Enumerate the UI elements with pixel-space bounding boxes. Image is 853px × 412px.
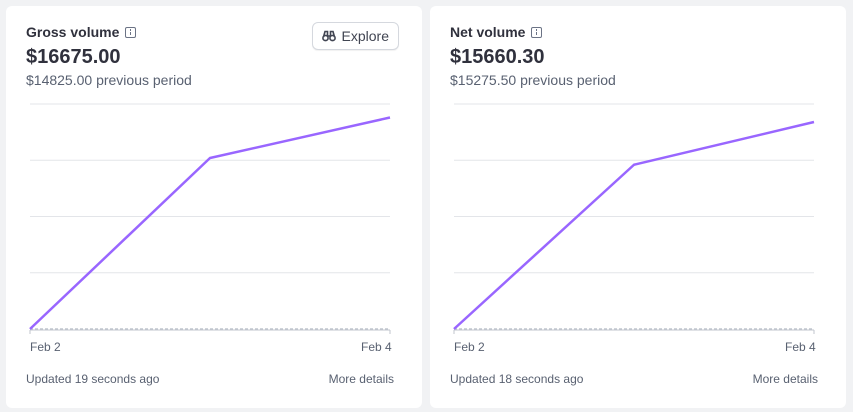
updated-timestamp: Updated 19 seconds ago xyxy=(26,372,160,386)
card-title: Gross volume xyxy=(26,24,120,40)
series-line-current xyxy=(29,116,391,330)
previous-period-value: $15275.50 previous period xyxy=(450,72,616,88)
more-details-link[interactable]: More details xyxy=(328,372,394,386)
gross-volume-value: $16675.00 xyxy=(26,46,121,68)
gross-volume-chart[interactable] xyxy=(6,6,422,346)
previous-period-value: $14825.00 previous period xyxy=(26,72,192,88)
info-icon[interactable] xyxy=(531,26,543,38)
gross-volume-card: Gross volume $16675.00 $14825.00 previou… xyxy=(6,6,422,408)
binoculars-icon xyxy=(321,30,336,42)
more-details-link[interactable]: More details xyxy=(752,372,818,386)
explore-button[interactable]: Explore xyxy=(311,22,399,50)
x-axis-start-label: Feb 2 xyxy=(454,340,485,354)
x-axis-start-label: Feb 2 xyxy=(30,340,61,354)
x-axis-end-label: Feb 4 xyxy=(785,340,816,354)
net-volume-chart[interactable] xyxy=(430,6,846,346)
net-volume-title-row: Net volume xyxy=(450,24,543,40)
series-line-current xyxy=(453,120,815,330)
net-volume-value: $15660.30 xyxy=(450,46,545,68)
info-icon[interactable] xyxy=(125,26,137,38)
explore-label: Explore xyxy=(341,28,389,44)
updated-timestamp: Updated 18 seconds ago xyxy=(450,372,584,386)
net-volume-card: Net volume $15660.30 $15275.50 previous … xyxy=(430,6,846,408)
x-axis-end-label: Feb 4 xyxy=(361,340,392,354)
card-title: Net volume xyxy=(450,24,526,40)
gross-volume-title-row: Gross volume xyxy=(26,24,137,40)
